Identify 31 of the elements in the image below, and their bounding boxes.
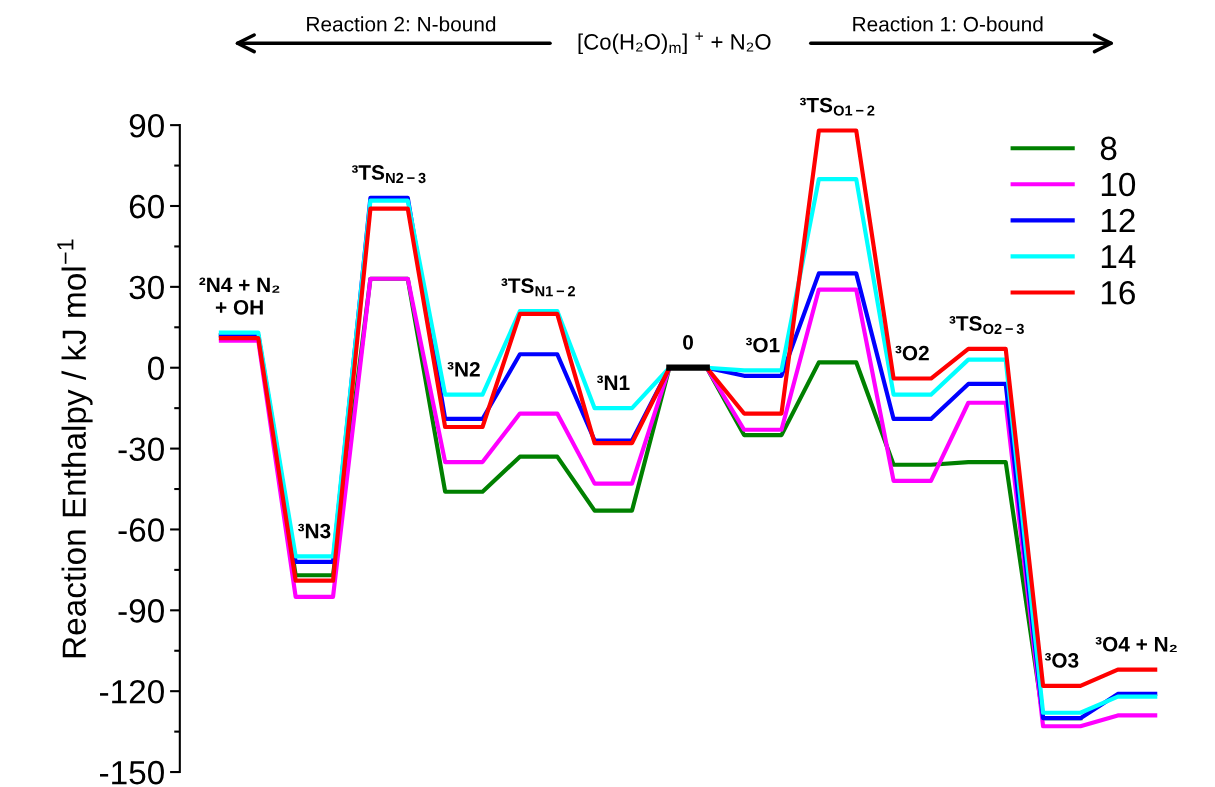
legend-label: 14	[1101, 245, 1136, 269]
annotation: ³O4 + N₂	[1095, 636, 1177, 653]
annotation: ³N3	[298, 523, 331, 539]
y-tick-label: -90	[118, 599, 164, 623]
y-tick-label: 60	[129, 194, 164, 219]
y-tick-label: 0	[148, 356, 164, 381]
annotation: ³TS$_{N1−2}$	[501, 278, 575, 297]
annotation: ³N2	[447, 361, 480, 377]
legend-label: 16	[1101, 280, 1135, 305]
annotation: ³N1	[596, 375, 630, 390]
annotation: ³TS$_{N2−3}$	[351, 165, 426, 184]
annotation: ³O1	[745, 337, 780, 353]
y-axis-title: Reaction Enthalpy / kJ mol$^{−1}$	[57, 239, 93, 658]
y-tick-label: -150	[100, 760, 164, 785]
legend-label: 10	[1101, 172, 1136, 197]
annotation: ³TS$_{O2−3}$	[949, 316, 1024, 335]
text: Reaction 1: O-bound	[853, 16, 1043, 32]
y-tick-label: -120	[100, 679, 164, 704]
annotation: ³O3	[1044, 653, 1079, 668]
legend-label: 8	[1100, 136, 1117, 161]
annotation: ³O2	[895, 345, 929, 361]
legend-label: 12	[1101, 208, 1135, 233]
annotation: 0	[683, 334, 693, 350]
y-tick-label: -60	[118, 518, 164, 542]
chart-title: [Co(H₂O)$_{m}$] $^{+}$ + N₂O	[578, 32, 771, 55]
y-tick-label: -30	[118, 437, 164, 461]
y-tick-label: 90	[129, 113, 164, 138]
annotation: ²N4 + N₂ + OH	[199, 277, 280, 315]
text: Reaction 2: N-bound	[307, 16, 496, 32]
y-tick-label: 30	[129, 275, 164, 300]
text: ³TS$_{O1−2}$	[799, 97, 875, 116]
